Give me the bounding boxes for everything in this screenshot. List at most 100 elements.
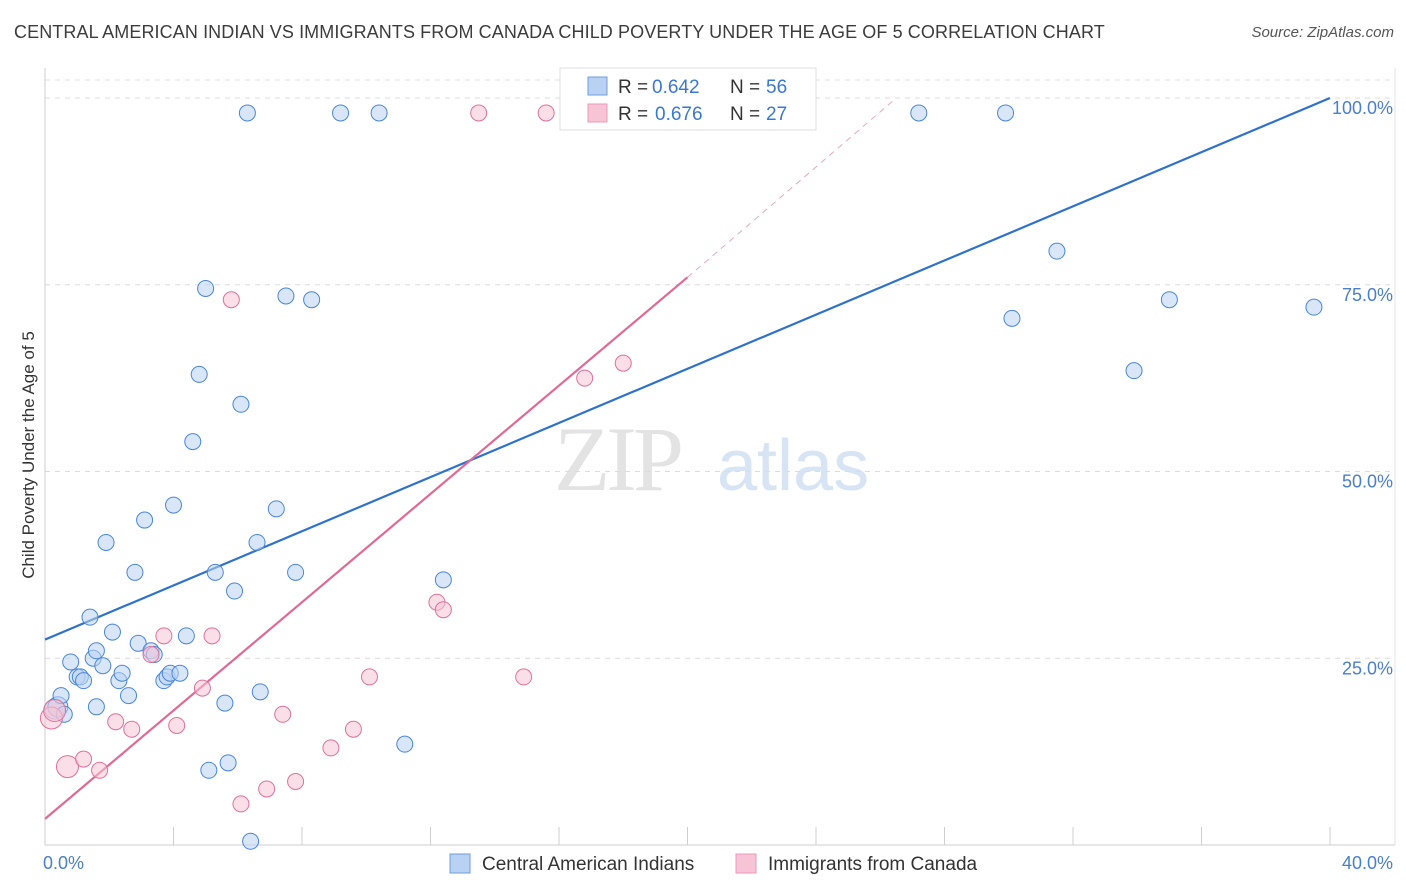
point-central-american-indians (129, 634, 147, 652)
point-central-american-indians (216, 694, 234, 712)
point-central-american-indians (277, 287, 295, 305)
point-central-american-indians (94, 657, 112, 675)
point-immigrants-from-canada (360, 668, 378, 686)
legend-r-value-pink: 0.676 (655, 104, 703, 125)
point-immigrants-from-canada (168, 716, 186, 734)
trend-line-pink-extension (687, 97, 897, 278)
point-immigrants-from-canada (91, 761, 109, 779)
legend-n-label-blue: N = (730, 77, 760, 98)
legend-r-label-blue: R = (618, 77, 648, 98)
point-central-american-indians (370, 104, 388, 122)
point-central-american-indians (1125, 362, 1143, 380)
point-immigrants-from-canada (258, 780, 276, 798)
point-immigrants-from-canada (434, 601, 452, 619)
point-central-american-indians (190, 365, 208, 383)
point-immigrants-from-canada (287, 773, 305, 791)
point-central-american-indians (248, 533, 266, 551)
y-axis-label: Child Poverty Under the Age of 5 (19, 331, 38, 579)
point-central-american-indians (103, 623, 121, 641)
data-points (39, 104, 1323, 850)
watermark-zip: ZIP (554, 408, 681, 510)
point-central-american-indians (242, 832, 260, 850)
point-central-american-indians (1003, 309, 1021, 327)
x-tick-min: 0.0% (43, 853, 84, 873)
point-central-american-indians (184, 433, 202, 451)
y-tick-label: 25.0% (1342, 658, 1393, 678)
point-central-american-indians (267, 500, 285, 518)
bottom-legend-swatch-blue (449, 853, 471, 874)
point-central-american-indians (171, 664, 189, 682)
bottom-legend-swatch-pink (735, 853, 757, 874)
legend-box: R = 0.642 N = 56 R = 0.676 N = 27 (559, 67, 817, 131)
point-central-american-indians (81, 608, 99, 626)
point-central-american-indians (1305, 298, 1323, 316)
x-tick-max: 40.0% (1342, 853, 1393, 873)
bottom-legend-label-blue: Central American Indians (482, 854, 694, 875)
point-central-american-indians (200, 761, 218, 779)
bottom-legend-label-pink: Immigrants from Canada (768, 854, 978, 875)
legend-r-value-blue: 0.642 (652, 77, 700, 98)
point-immigrants-from-canada (344, 720, 362, 738)
point-central-american-indians (1160, 291, 1178, 309)
legend-swatch-pink (587, 103, 608, 123)
point-immigrants-from-canada (155, 627, 173, 645)
point-central-american-indians (126, 563, 144, 581)
point-immigrants-from-canada (274, 705, 292, 723)
legend-n-label-pink: N = (730, 104, 760, 125)
point-immigrants-from-canada (123, 720, 141, 738)
point-central-american-indians (997, 104, 1015, 122)
point-immigrants-from-canada (203, 627, 221, 645)
point-central-american-indians (251, 683, 269, 701)
source-label: Source: ZipAtlas.com (1251, 24, 1394, 41)
point-immigrants-from-canada (75, 750, 93, 768)
y-tick-label: 50.0% (1342, 472, 1393, 492)
point-central-american-indians (219, 754, 237, 772)
point-central-american-indians (1048, 242, 1066, 260)
point-immigrants-from-canada (515, 668, 533, 686)
point-immigrants-from-canada (193, 679, 211, 697)
point-central-american-indians (434, 571, 452, 589)
point-immigrants-from-canada (322, 739, 340, 757)
watermark-atlas: atlas (717, 426, 869, 506)
point-central-american-indians (910, 104, 928, 122)
point-immigrants-from-canada (470, 104, 488, 122)
point-central-american-indians (206, 563, 224, 581)
chart-title: CENTRAL AMERICAN INDIAN VS IMMIGRANTS FR… (14, 22, 1105, 42)
point-immigrants-from-canada (537, 104, 555, 122)
trend-line-pink (44, 276, 689, 820)
point-central-american-indians (62, 653, 80, 671)
point-immigrants-from-canada (576, 369, 594, 387)
point-central-american-indians (113, 664, 131, 682)
point-central-american-indians (97, 533, 115, 551)
point-central-american-indians (87, 698, 105, 716)
point-immigrants-from-canada (222, 291, 240, 309)
point-central-american-indians (287, 563, 305, 581)
point-central-american-indians (238, 104, 256, 122)
point-immigrants-from-canada (232, 795, 250, 813)
point-immigrants-from-canada (142, 646, 160, 664)
point-central-american-indians (177, 627, 195, 645)
point-immigrants-from-canada (43, 699, 67, 723)
legend-r-label-pink: R = (618, 104, 648, 125)
point-immigrants-from-canada (107, 713, 125, 731)
point-central-american-indians (396, 735, 414, 753)
point-central-american-indians (75, 672, 93, 690)
axes: 25.0% 50.0% 75.0% 100.0% (44, 68, 1396, 846)
y-tick-label: 75.0% (1342, 285, 1393, 305)
point-central-american-indians (197, 279, 215, 297)
point-central-american-indians (136, 511, 154, 529)
point-immigrants-from-canada (55, 755, 79, 779)
trend-lines (44, 96, 1331, 820)
point-central-american-indians (303, 291, 321, 309)
point-central-american-indians (232, 395, 250, 413)
legend-n-value-blue: 56 (766, 77, 787, 98)
bottom-legend: Central American Indians Immigrants from… (449, 853, 978, 875)
legend-n-value-pink: 27 (766, 104, 787, 125)
legend-swatch-blue (587, 76, 608, 96)
grid (45, 79, 1395, 659)
point-central-american-indians (120, 687, 138, 705)
point-immigrants-from-canada (614, 354, 632, 372)
y-tick-label: 100.0% (1332, 98, 1393, 118)
point-central-american-indians (165, 496, 182, 514)
